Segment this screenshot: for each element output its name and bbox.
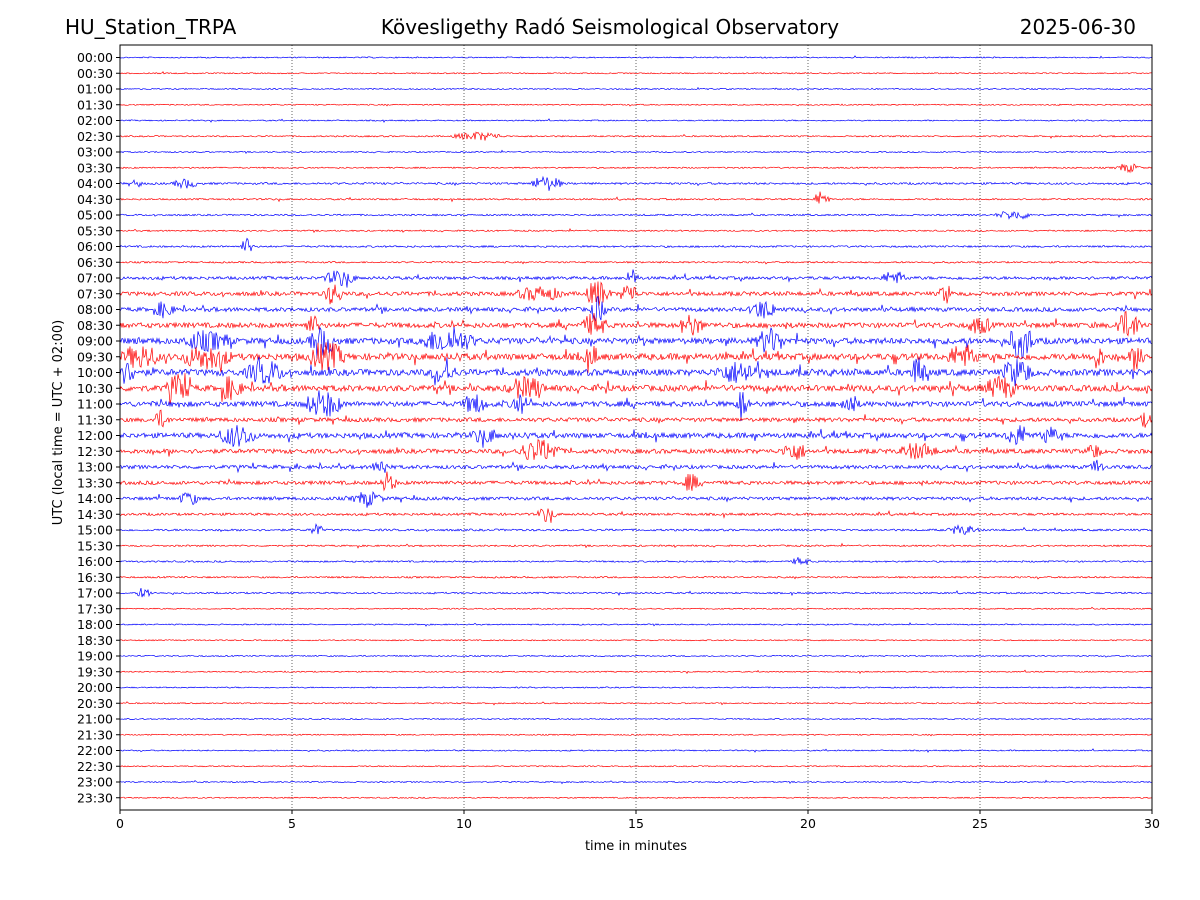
- y-tick-label: 08:00: [77, 302, 113, 317]
- y-tick-label: 12:00: [77, 428, 113, 443]
- trace-1130: [119, 409, 1153, 428]
- trace-1330: [119, 471, 1153, 492]
- trace-1230: [119, 439, 1153, 460]
- trace-2300: [119, 779, 1153, 785]
- x-tick-label: 5: [288, 816, 296, 831]
- y-tick-label: 22:30: [77, 759, 113, 774]
- trace-0700: [119, 269, 1153, 288]
- trace-2100: [119, 717, 1153, 721]
- x-tick-label: 15: [628, 816, 644, 831]
- y-tick-label: 02:30: [77, 129, 113, 144]
- y-tick-label: 02:00: [77, 113, 113, 128]
- y-tick-label: 04:00: [77, 176, 113, 191]
- trace-1700: [119, 588, 1153, 598]
- y-tick-label: 14:00: [77, 491, 113, 506]
- trace-1300: [119, 459, 1153, 474]
- y-tick-label: 18:30: [77, 633, 113, 648]
- y-tick-label: 21:00: [77, 712, 113, 727]
- y-tick-label: 11:00: [77, 397, 113, 412]
- y-tick-label: 00:30: [77, 66, 113, 81]
- trace-0100: [119, 86, 1153, 91]
- y-tick-label: 08:30: [77, 318, 113, 333]
- y-tick-label: 17:00: [77, 586, 113, 601]
- y-tick-label: 06:30: [77, 255, 113, 270]
- trace-1430: [120, 508, 1153, 523]
- x-tick-label: 10: [456, 816, 472, 831]
- station-title: HU_Station_TRPA: [65, 15, 237, 39]
- y-tick-label: 10:30: [77, 381, 113, 396]
- y-tick-label: 20:00: [77, 680, 113, 695]
- y-tick-label: 05:30: [77, 223, 113, 238]
- trace-0230: [119, 131, 1153, 141]
- y-tick-label: 06:00: [77, 239, 113, 254]
- observatory-title: Kövesligethy Radó Seismological Observat…: [380, 15, 840, 39]
- trace-0930: [119, 342, 1153, 373]
- y-tick-label: 17:30: [77, 601, 113, 616]
- x-tick-layer: 0 5 10 15 20 25 30: [116, 810, 1160, 831]
- y-tick-label: 07:30: [77, 286, 113, 301]
- trace-2330: [119, 796, 1153, 799]
- grid-layer: [291, 45, 981, 810]
- trace-0500: [119, 211, 1153, 220]
- trace-0030: [119, 71, 1153, 75]
- y-tick-label: 23:00: [77, 775, 113, 790]
- y-tick-label: 16:30: [77, 570, 113, 585]
- y-tick-label: 04:30: [77, 192, 113, 207]
- y-tick-label: 22:00: [77, 743, 113, 758]
- y-tick-label: 01:30: [77, 97, 113, 112]
- y-tick-label: 07:00: [77, 271, 113, 286]
- trace-1400: [119, 490, 1153, 508]
- x-tick-label: 20: [800, 816, 816, 831]
- y-tick-label: 19:00: [77, 649, 113, 664]
- y-tick-label: 03:30: [77, 160, 113, 175]
- y-tick-label: 12:30: [77, 444, 113, 459]
- y-tick-layer: 00:0000:3001:0001:3002:0002:3003:0003:30…: [77, 50, 120, 805]
- y-tick-label: 09:00: [77, 334, 113, 349]
- y-tick-label: 23:30: [77, 790, 113, 805]
- x-tick-label: 30: [1144, 816, 1160, 831]
- y-tick-label: 00:00: [77, 50, 113, 65]
- y-tick-label: 21:30: [77, 727, 113, 742]
- y-tick-label: 05:00: [77, 208, 113, 223]
- trace-1900: [119, 654, 1153, 658]
- y-tick-label: 18:00: [77, 617, 113, 632]
- date-title: 2025-06-30: [1019, 15, 1136, 39]
- y-tick-label: 09:30: [77, 349, 113, 364]
- y-tick-label: 14:30: [77, 507, 113, 522]
- x-tick-label: 0: [116, 816, 124, 831]
- y-tick-label: 15:00: [77, 523, 113, 538]
- y-tick-label: 16:00: [77, 554, 113, 569]
- y-tick-label: 15:30: [77, 538, 113, 553]
- trace-1530: [119, 542, 1153, 549]
- y-tick-label: 13:30: [77, 475, 113, 490]
- trace-1500: [119, 523, 1153, 536]
- y-tick-label: 03:00: [77, 145, 113, 160]
- y-tick-label: 13:00: [77, 460, 113, 475]
- y-tick-label: 10:00: [77, 365, 113, 380]
- y-axis-label: UTC (local time = UTC + 02:00): [51, 320, 66, 525]
- y-tick-label: 01:00: [77, 82, 113, 97]
- x-tick-label: 25: [972, 816, 988, 831]
- y-tick-label: 11:30: [77, 412, 113, 427]
- y-tick-label: 19:30: [77, 664, 113, 679]
- trace-0300: [119, 149, 1153, 154]
- y-tick-label: 20:30: [77, 696, 113, 711]
- x-axis-label: time in minutes: [585, 839, 687, 854]
